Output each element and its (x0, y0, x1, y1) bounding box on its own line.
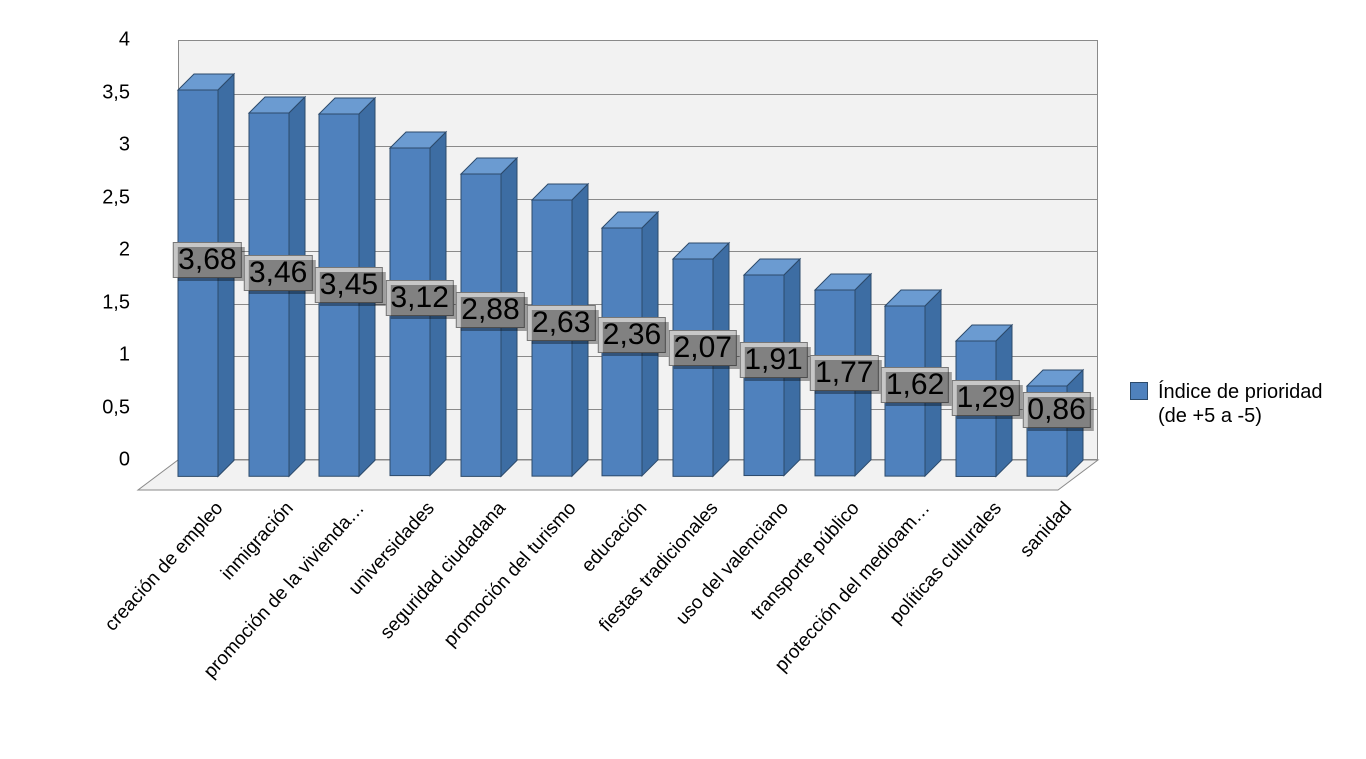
y-tick-label: 0,5 (102, 396, 130, 419)
legend-label: Índice de prioridad (de +5 a -5) (1158, 380, 1338, 428)
value-label: 3,46 (244, 255, 312, 291)
value-label: 0,86 (1022, 392, 1090, 428)
legend-swatch (1130, 382, 1148, 400)
bar-chart: 00,511,522,533,54 3,683,463,453,122,882,… (100, 40, 1110, 740)
value-label: 2,07 (669, 330, 737, 366)
y-tick-label: 1,5 (102, 291, 130, 314)
plot-area: 00,511,522,533,54 3,683,463,453,122,882,… (138, 40, 1098, 490)
value-label: 3,68 (173, 242, 241, 278)
y-tick-label: 1 (119, 344, 130, 367)
x-tick-label: fiestas tradicionales (595, 498, 723, 637)
y-tick-label: 0 (119, 449, 130, 472)
y-tick-label: 3,5 (102, 81, 130, 104)
x-tick-label: creación de empleo (100, 498, 227, 636)
x-tick-label: seguridad ciudadana (376, 498, 510, 644)
value-label: 1,91 (739, 342, 807, 378)
value-label: 2,63 (527, 305, 595, 341)
x-axis-ticks: creación de empleoinmigraciónpromoción d… (178, 498, 1098, 758)
value-label: 1,62 (881, 367, 949, 403)
value-label: 2,36 (598, 317, 666, 353)
x-tick-label: promoción del turismo (440, 498, 581, 652)
value-label: 3,12 (385, 280, 453, 316)
x-tick-label: educación (578, 498, 652, 577)
value-label: 3,45 (315, 267, 383, 303)
x-tick-label: sanidad (1016, 498, 1077, 562)
y-tick-label: 2,5 (102, 186, 130, 209)
y-tick-label: 2 (119, 239, 130, 262)
value-label: 2,88 (456, 292, 524, 328)
y-tick-label: 3 (119, 134, 130, 157)
value-label: 1,29 (952, 380, 1020, 416)
value-label: 1,77 (810, 355, 878, 391)
legend: Índice de prioridad (de +5 a -5) (1130, 380, 1338, 428)
y-tick-label: 4 (119, 29, 130, 52)
value-labels-layer: 3,683,463,453,122,882,632,362,071,911,77… (178, 40, 1098, 460)
